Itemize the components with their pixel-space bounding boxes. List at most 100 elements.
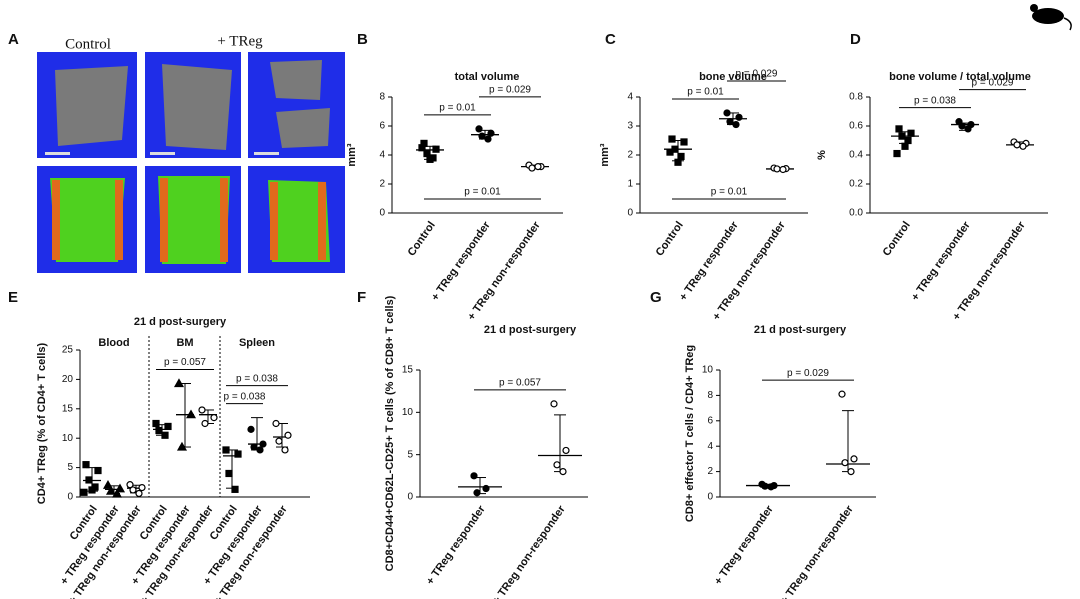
- p-value: p = 0.01: [464, 187, 501, 198]
- p-value: p = 0.038: [236, 373, 278, 384]
- y-tick-label: 25: [62, 345, 74, 356]
- point: [105, 485, 117, 495]
- point: [893, 149, 901, 158]
- x-tick-label: Control: [406, 220, 438, 259]
- point: [680, 138, 688, 146]
- point: [129, 486, 137, 494]
- y-tick-label: 15: [62, 403, 74, 414]
- column-label: Control: [65, 36, 111, 52]
- y-tick-label: 0: [627, 208, 633, 219]
- point: [88, 486, 96, 494]
- point: [735, 113, 743, 121]
- point: [284, 431, 292, 439]
- point: [135, 489, 143, 498]
- p-value: p = 0.057: [499, 378, 541, 389]
- point: [231, 485, 239, 493]
- point: [126, 481, 134, 489]
- y-tick-label: 0: [67, 492, 73, 503]
- y-tick-label: 0.2: [849, 179, 863, 190]
- panel-letter: B: [357, 31, 368, 48]
- y-tick-label: 2: [379, 179, 385, 190]
- point: [161, 431, 169, 439]
- y-tick-label: 5: [67, 462, 73, 473]
- panel-letter: G: [650, 289, 662, 306]
- x-tick-label: + TReg responder: [909, 219, 973, 303]
- group-label: Spleen: [239, 337, 275, 349]
- point: [487, 129, 495, 137]
- point: [281, 446, 289, 454]
- y-axis-label: mm³: [599, 143, 611, 167]
- y-tick-label: 15: [402, 365, 414, 376]
- point: [850, 455, 858, 463]
- y-tick-label: 0: [379, 208, 385, 219]
- point: [85, 476, 93, 484]
- point: [94, 466, 102, 475]
- point: [423, 149, 431, 158]
- y-tick-label: 8: [707, 390, 713, 401]
- point: [250, 443, 258, 451]
- column-label: + TReg: [217, 33, 263, 49]
- y-tick-label: 10: [702, 365, 714, 376]
- point: [176, 441, 188, 451]
- chart-title: bone volume: [699, 71, 767, 83]
- panel-letter: E: [8, 289, 18, 306]
- point: [726, 118, 734, 126]
- point: [426, 155, 434, 163]
- point: [482, 484, 490, 493]
- point: [418, 144, 426, 152]
- point: [475, 125, 483, 133]
- y-tick-label: 0.6: [849, 121, 863, 132]
- mouse-icon: [1030, 4, 1072, 31]
- point: [901, 142, 909, 150]
- p-value: p = 0.01: [711, 187, 748, 198]
- point: [256, 446, 264, 454]
- point: [80, 488, 88, 496]
- point: [898, 132, 906, 140]
- panel-letter: A: [8, 31, 19, 48]
- point: [185, 409, 197, 419]
- point: [138, 483, 146, 492]
- panel-letter: D: [850, 31, 861, 48]
- point: [473, 489, 481, 497]
- y-axis-label: CD8+ effector T cells / CD4+ TReg: [684, 345, 696, 522]
- y-tick-label: 0.4: [849, 150, 863, 161]
- panel-letter: C: [605, 31, 616, 48]
- point: [847, 468, 855, 476]
- chart-title: total volume: [455, 71, 520, 83]
- point: [173, 378, 185, 388]
- y-tick-label: 0: [407, 492, 413, 503]
- point: [222, 446, 230, 454]
- group-label: BM: [176, 337, 193, 349]
- y-axis-label: %: [816, 150, 828, 160]
- point: [1019, 142, 1027, 150]
- p-value: p = 0.029: [972, 77, 1014, 88]
- y-axis-label: mm³: [346, 143, 358, 167]
- point: [904, 136, 912, 145]
- micro-ct-images: [37, 52, 345, 273]
- x-tick-label: + TReg non-responder: [779, 503, 857, 599]
- point: [550, 400, 558, 408]
- y-tick-label: 2: [627, 150, 633, 161]
- p-value: p = 0.029: [787, 368, 829, 379]
- point: [432, 145, 440, 153]
- x-tick-label: + TReg non-responder: [491, 503, 569, 599]
- point: [666, 148, 674, 156]
- point: [225, 469, 233, 478]
- point: [779, 165, 787, 174]
- x-tick-label: + TReg responder: [424, 503, 488, 587]
- point: [773, 165, 781, 173]
- point: [478, 132, 486, 140]
- y-tick-label: 4: [379, 150, 385, 161]
- x-tick-label: Control: [881, 220, 913, 259]
- y-tick-label: 20: [62, 374, 74, 385]
- point: [838, 390, 846, 398]
- point: [553, 461, 561, 469]
- chart-title: bone volume / total volume: [889, 71, 1031, 83]
- y-tick-label: 0: [707, 492, 713, 503]
- p-value: p = 0.038: [224, 391, 266, 402]
- point: [102, 480, 114, 489]
- point: [723, 109, 731, 117]
- p-value: p = 0.029: [736, 69, 778, 80]
- point: [111, 488, 123, 498]
- y-tick-label: 5: [407, 449, 413, 460]
